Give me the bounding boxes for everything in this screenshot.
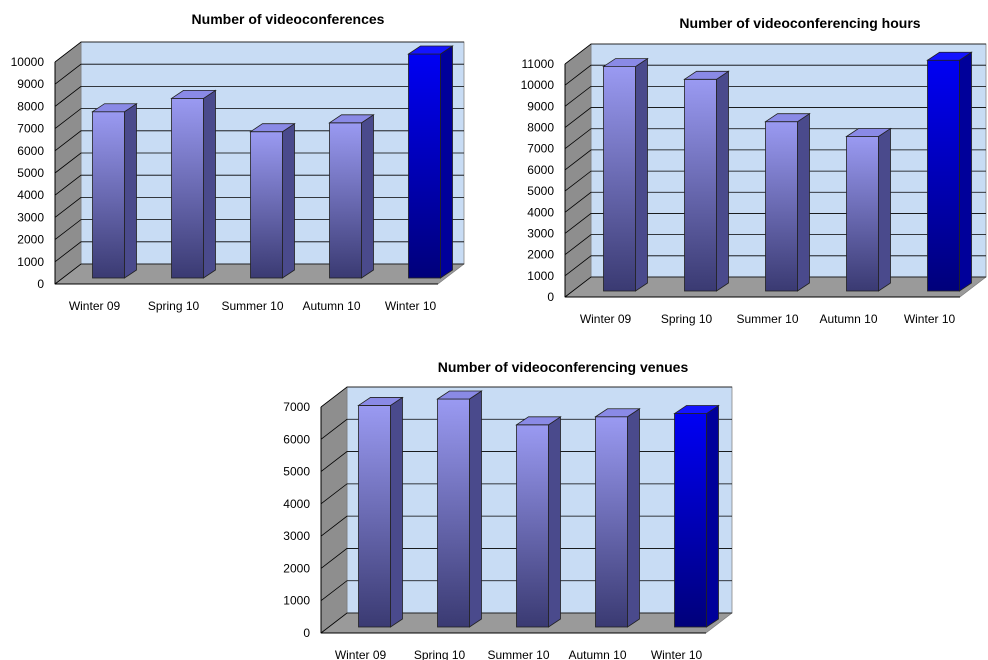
x-tick-label: Winter 09 <box>69 299 121 313</box>
bar-autumn-10 <box>328 114 375 279</box>
y-tick-label: 4000 <box>283 497 310 511</box>
gridline <box>54 41 464 63</box>
gridline <box>564 85 986 107</box>
bar-summer-10 <box>764 112 811 292</box>
y-tick-label: 2000 <box>17 233 44 247</box>
bar-spring-10 <box>170 89 217 279</box>
y-tick-label: 7000 <box>17 122 44 136</box>
bar-autumn-10 <box>845 127 892 292</box>
bar-spring-10 <box>436 390 483 628</box>
bar-winter-10 <box>407 45 454 279</box>
side-wall <box>320 386 348 634</box>
gridline <box>54 63 464 85</box>
gridline <box>564 107 986 128</box>
videoconferencing-hours-chart: Number of videoconferencing hours 0 1000 20… <box>521 15 987 326</box>
y-tick-label: 5000 <box>17 166 44 180</box>
x-tick-label: Winter 10 <box>651 648 703 660</box>
gridline <box>54 86 464 107</box>
y-tick-label: 3000 <box>17 210 44 224</box>
x-tick-label: Winter 10 <box>385 299 437 313</box>
x-tick-label: Summer 10 <box>221 299 283 313</box>
y-tick-label: 8000 <box>527 121 554 135</box>
bar-summer-10 <box>515 416 562 628</box>
bar-autumn-10 <box>594 408 641 628</box>
y-tick-label: 7000 <box>283 400 310 414</box>
y-tick-label: 3000 <box>283 529 310 543</box>
bar-winter-09 <box>357 396 404 628</box>
y-tick-label: 0 <box>37 277 44 291</box>
y-tick-label: 9000 <box>17 77 44 91</box>
y-tick-label: 5000 <box>527 184 554 198</box>
y-tick-label: 0 <box>303 626 310 640</box>
y-tick-label: 7000 <box>527 142 554 156</box>
videoconferences-chart: Number of videoconferences 0 1000 2000 3000 4… <box>11 11 465 313</box>
x-tick-label: Autumn 10 <box>819 312 877 326</box>
bar-winter-10 <box>926 51 973 292</box>
y-tick-label: 10000 <box>521 78 555 92</box>
bar-winter-09 <box>91 102 138 279</box>
chart-title: Number of videoconferencing venues <box>438 359 689 375</box>
y-tick-label: 2000 <box>527 248 554 262</box>
gridline <box>54 108 464 129</box>
y-tick-label: 5000 <box>283 465 310 479</box>
x-tick-label: Autumn 10 <box>568 648 626 660</box>
y-tick-label: 6000 <box>527 163 554 177</box>
x-tick-label: Autumn 10 <box>302 299 360 313</box>
bar-spring-10 <box>683 70 730 292</box>
x-tick-label: Summer 10 <box>487 648 549 660</box>
y-tick-label: 1000 <box>527 269 554 283</box>
y-tick-label: 8000 <box>17 99 44 113</box>
y-tick-label: 1000 <box>283 594 310 608</box>
x-tick-label: Winter 09 <box>580 312 632 326</box>
chart-title: Number of videoconferencing hours <box>679 15 920 31</box>
y-tick-label: 11000 <box>522 57 555 71</box>
y-tick-label: 6000 <box>17 144 44 158</box>
y-tick-label: 2000 <box>283 561 310 575</box>
gridline <box>564 43 986 65</box>
x-tick-label: Spring 10 <box>661 312 713 326</box>
y-tick-label: 6000 <box>283 432 310 446</box>
y-tick-label: 4000 <box>527 205 554 219</box>
x-tick-label: Winter 10 <box>904 312 956 326</box>
gridline <box>320 386 732 408</box>
gridline <box>564 64 986 86</box>
y-tick-label: 0 <box>547 290 554 304</box>
gridline <box>564 128 986 150</box>
chart-title: Number of videoconferences <box>192 11 385 27</box>
x-tick-label: Spring 10 <box>414 648 466 660</box>
x-tick-label: Winter 09 <box>335 648 387 660</box>
bar-winter-09 <box>602 57 649 292</box>
bar-winter-10 <box>673 404 720 628</box>
x-tick-label: Spring 10 <box>148 299 200 313</box>
y-tick-label: 4000 <box>17 188 44 202</box>
y-tick-label: 1000 <box>17 255 44 269</box>
y-tick-label: 10000 <box>11 55 45 69</box>
videoconferencing-venues-chart: Number of videoconferencing venues 0 1000 2… <box>283 359 733 660</box>
bar-summer-10 <box>249 122 296 279</box>
y-tick-label: 9000 <box>527 99 554 113</box>
x-tick-label: Summer 10 <box>736 312 798 326</box>
y-tick-label: 3000 <box>527 226 554 240</box>
